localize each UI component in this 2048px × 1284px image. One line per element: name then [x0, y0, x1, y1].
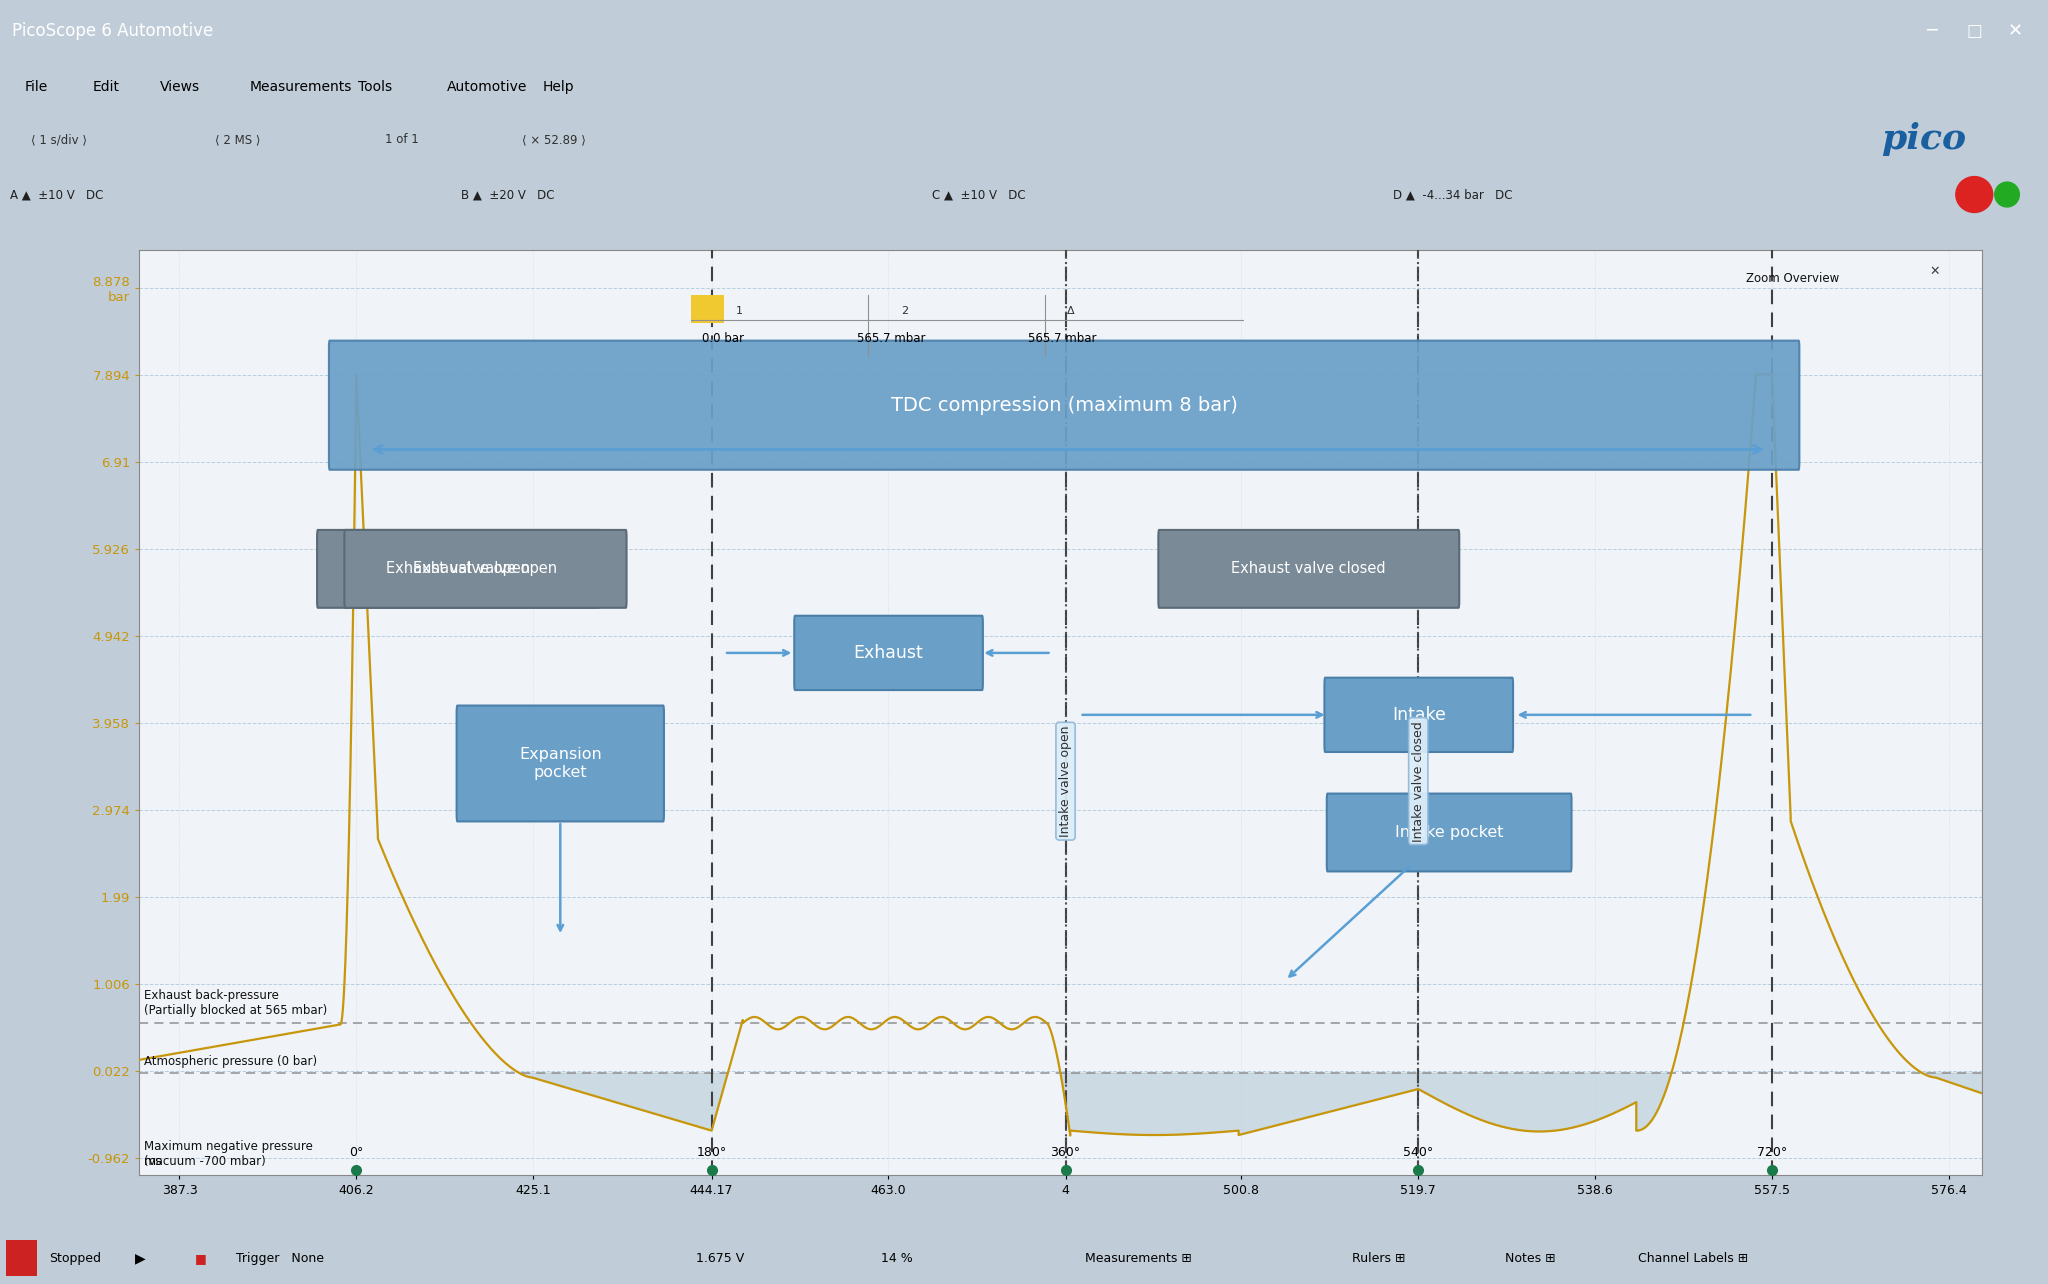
Text: Edit: Edit: [92, 80, 119, 94]
Text: □: □: [1966, 22, 1982, 40]
FancyBboxPatch shape: [344, 530, 627, 607]
Text: ⟨ 2 MS ⟩: ⟨ 2 MS ⟩: [215, 132, 260, 146]
Text: 565.7 mbar: 565.7 mbar: [1028, 331, 1098, 344]
Ellipse shape: [1995, 182, 2019, 207]
Text: TDC compression (maximum 8 bar): TDC compression (maximum 8 bar): [891, 395, 1237, 415]
FancyBboxPatch shape: [330, 340, 1800, 470]
Text: 180°: 180°: [696, 1145, 727, 1159]
Text: 14 %: 14 %: [881, 1252, 913, 1265]
Text: 720°: 720°: [1757, 1145, 1788, 1159]
Text: ⟨ × 52.89 ⟩: ⟨ × 52.89 ⟩: [522, 132, 586, 146]
Text: Expansion
pocket: Expansion pocket: [518, 747, 602, 779]
Text: 565.7 mbar: 565.7 mbar: [856, 331, 926, 344]
Bar: [690, 295, 725, 322]
Text: A ▲  ±10 V   DC: A ▲ ±10 V DC: [10, 187, 104, 202]
Text: pico: pico: [1880, 122, 1966, 157]
Text: PicoScope 6 Automotive: PicoScope 6 Automotive: [12, 22, 213, 40]
Text: Maximum negative pressure
(vacuum -700 mbar): Maximum negative pressure (vacuum -700 m…: [143, 1140, 313, 1168]
FancyBboxPatch shape: [795, 616, 983, 690]
Text: Automotive: Automotive: [446, 80, 526, 94]
Text: 0.0 bar: 0.0 bar: [702, 331, 743, 344]
Text: D ▲  -4...34 bar   DC: D ▲ -4...34 bar DC: [1393, 187, 1511, 202]
Text: Exhaust valve open: Exhaust valve open: [387, 561, 530, 577]
Text: Intake: Intake: [1393, 706, 1446, 724]
Text: Stopped: Stopped: [49, 1252, 100, 1265]
Text: B ▲  ±20 V   DC: B ▲ ±20 V DC: [461, 187, 555, 202]
Text: 2: 2: [901, 306, 909, 316]
Text: Exhaust valve closed: Exhaust valve closed: [1231, 561, 1386, 577]
Text: Intake valve closed: Intake valve closed: [1411, 720, 1425, 841]
Text: 540°: 540°: [1403, 1145, 1434, 1159]
Text: Exhaust: Exhaust: [854, 643, 924, 663]
FancyBboxPatch shape: [457, 705, 664, 822]
Text: Exhaust valve open: Exhaust valve open: [414, 561, 557, 577]
FancyBboxPatch shape: [1159, 530, 1460, 607]
Text: Measurements ⊞: Measurements ⊞: [1085, 1252, 1192, 1265]
Text: ms: ms: [143, 1154, 162, 1167]
Text: 1 of 1: 1 of 1: [385, 132, 418, 146]
Text: Views: Views: [160, 80, 201, 94]
Text: Atmospheric pressure (0 bar): Atmospheric pressure (0 bar): [143, 1055, 317, 1068]
Text: Notes ⊞: Notes ⊞: [1505, 1252, 1556, 1265]
Text: Intake valve open: Intake valve open: [1059, 725, 1071, 837]
Ellipse shape: [1956, 177, 1993, 212]
Text: Exhaust back-pressure
(Partially blocked at 565 mbar): Exhaust back-pressure (Partially blocked…: [143, 989, 328, 1017]
Text: 0°: 0°: [348, 1145, 362, 1159]
Text: ─: ─: [1925, 22, 1937, 40]
FancyBboxPatch shape: [1325, 678, 1513, 752]
Text: ✕: ✕: [2007, 22, 2023, 40]
FancyBboxPatch shape: [317, 530, 600, 607]
Text: Trigger   None: Trigger None: [236, 1252, 324, 1265]
Text: Tools: Tools: [358, 80, 393, 94]
Text: 360°: 360°: [1051, 1145, 1081, 1159]
Text: Intake pocket: Intake pocket: [1395, 826, 1503, 840]
Text: 1.675 V: 1.675 V: [696, 1252, 745, 1265]
FancyBboxPatch shape: [1327, 794, 1571, 872]
Text: ■: ■: [195, 1252, 207, 1265]
Bar: [6, 1240, 37, 1276]
Text: Help: Help: [543, 80, 573, 94]
Text: Measurements: Measurements: [250, 80, 352, 94]
Text: Zoom Overview: Zoom Overview: [1747, 272, 1839, 285]
Text: C ▲  ±10 V   DC: C ▲ ±10 V DC: [932, 187, 1026, 202]
Text: ⟨ 1 s/div ⟩: ⟨ 1 s/div ⟩: [31, 132, 86, 146]
Text: ✕: ✕: [1929, 265, 1939, 277]
Text: ▶: ▶: [135, 1252, 145, 1265]
Text: Channel Labels ⊞: Channel Labels ⊞: [1638, 1252, 1749, 1265]
Text: Δ: Δ: [1067, 306, 1075, 316]
Text: File: File: [25, 80, 47, 94]
Text: 1: 1: [735, 306, 741, 316]
Text: Rulers ⊞: Rulers ⊞: [1352, 1252, 1405, 1265]
